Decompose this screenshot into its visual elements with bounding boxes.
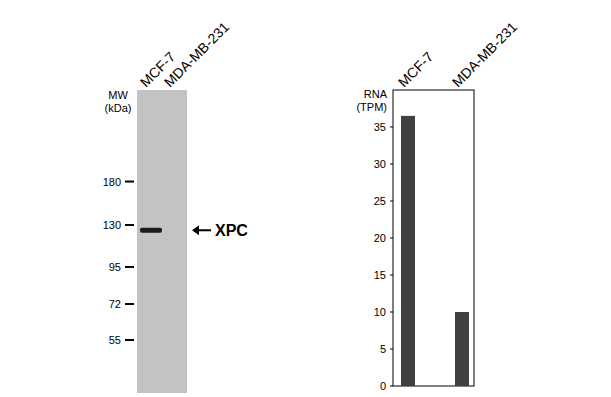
- y-tick-label: 25: [374, 195, 386, 207]
- bar: [401, 116, 415, 386]
- bar: [455, 312, 469, 386]
- y-tick: [390, 201, 393, 202]
- y-tick: [390, 275, 393, 276]
- annotation: XPC: [215, 222, 248, 239]
- y-tick: [390, 349, 393, 350]
- axis-label-line: MW: [108, 89, 128, 101]
- y-tick: [390, 127, 393, 128]
- y-tick-label: 35: [374, 121, 386, 133]
- axis-label-line: RNA: [364, 88, 388, 100]
- y-tick-label: 5: [380, 343, 386, 355]
- y-tick: [390, 238, 393, 239]
- y-tick: [390, 386, 393, 387]
- lane-label: MDA-MB-231: [449, 19, 520, 90]
- band: [140, 228, 162, 233]
- bar-panel: 0 5 10 15 20 25 30 35 MCF-7 MDA-MB-231: [374, 19, 520, 392]
- western_blot-panel: 180130957255XPCMCF-7MDA-MB-231: [103, 19, 249, 393]
- y-tick-label: 0: [380, 380, 386, 392]
- y-tick-label: 20: [374, 232, 386, 244]
- bands: [140, 228, 162, 233]
- axis-label: MW(kDa): [105, 89, 132, 114]
- mw-tick-label: 95: [109, 261, 121, 273]
- blot-membrane: [137, 90, 187, 393]
- mw-tick: [125, 224, 134, 226]
- mw-tick: [125, 339, 134, 341]
- mw-tick: [125, 266, 134, 268]
- mw-tick: [125, 181, 134, 183]
- mw-tick: [125, 303, 134, 305]
- y-tick: [390, 164, 393, 165]
- y-tick-label: 30: [374, 158, 386, 170]
- plot-frame: [393, 90, 474, 386]
- mw-tick-label: 72: [109, 298, 121, 310]
- figure: 180 130 95 72 55 XPC MCF-7 MDA-MB-231 MW(kDa) 0 5 1…: [0, 0, 611, 397]
- y-tick-label: 10: [374, 306, 386, 318]
- y-tick-label: 15: [374, 269, 386, 281]
- axis-label: RNA(TPM): [356, 88, 387, 113]
- axis-label-line: (kDa): [105, 102, 132, 114]
- lane-label: MCF-7: [395, 48, 437, 90]
- y-tick: [390, 312, 393, 313]
- axis-label-line: (TPM): [356, 101, 387, 113]
- bars: [401, 116, 469, 386]
- mw-tick-label: 55: [109, 334, 121, 346]
- mw-tick-label: 180: [103, 176, 121, 188]
- mw-tick-label: 130: [103, 219, 121, 231]
- lane-label: MDA-MB-231: [161, 19, 232, 90]
- arrow-head: [192, 225, 199, 235]
